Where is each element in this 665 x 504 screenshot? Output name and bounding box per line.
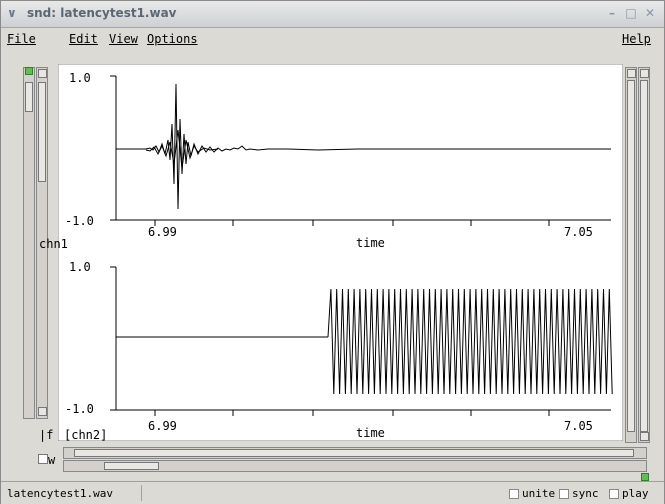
chn1-name: chn1 bbox=[39, 237, 68, 251]
chn2-x-ticks bbox=[154, 410, 550, 416]
chn2-x-right-label: 7.05 bbox=[564, 419, 593, 433]
play-checkbox[interactable] bbox=[609, 489, 619, 499]
chn2-xlabel: time bbox=[356, 426, 385, 440]
chn1-ymin-label: -1.0 bbox=[65, 214, 94, 228]
status-filename: latencytest1.wav bbox=[7, 487, 113, 500]
chn2-name: [chn2] bbox=[64, 428, 108, 442]
unite-label: unite bbox=[522, 487, 556, 500]
waveform-plot[interactable] bbox=[58, 64, 623, 441]
menu-view[interactable]: View bbox=[109, 32, 138, 46]
unite-checkbox[interactable] bbox=[509, 489, 519, 499]
left-zoom-thumb[interactable] bbox=[25, 82, 33, 112]
right-scroll-down-button[interactable] bbox=[640, 432, 649, 441]
f-toggle[interactable]: ∣f bbox=[39, 428, 54, 442]
scroll-up-button[interactable] bbox=[38, 69, 47, 78]
scroll-down-button[interactable] bbox=[38, 407, 47, 416]
chn2-waveform bbox=[327, 288, 613, 395]
chn2-x-left-label: 6.99 bbox=[148, 419, 177, 433]
close-icon[interactable]: ✕ bbox=[644, 6, 656, 20]
horizontal-position-scrollbar[interactable] bbox=[63, 447, 647, 459]
right-zoom-thumb[interactable] bbox=[627, 80, 635, 432]
chn1-waveform bbox=[116, 83, 611, 210]
horizontal-zoom-scrollbar[interactable] bbox=[63, 460, 647, 472]
status-bar: latencytest1.wav unite sync play bbox=[1, 481, 664, 504]
left-zoom-scrollbar[interactable] bbox=[23, 67, 35, 419]
green-sash-icon[interactable] bbox=[25, 67, 33, 75]
horizontal-zoom-thumb[interactable] bbox=[104, 462, 159, 470]
w-toggle[interactable]: w bbox=[38, 453, 55, 467]
right-zoom-scrollbar[interactable] bbox=[625, 67, 637, 443]
title-bar[interactable]: ∨ snd: latencytest1.wav – □ ✕ bbox=[1, 1, 664, 28]
chn1-x-right-label: 7.05 bbox=[564, 225, 593, 239]
minimize-icon[interactable]: – bbox=[609, 6, 615, 20]
maximize-icon[interactable]: □ bbox=[625, 6, 637, 20]
right-position-thumb[interactable] bbox=[640, 80, 648, 432]
menu-options[interactable]: Options bbox=[147, 32, 198, 46]
right-scroll-up-button[interactable] bbox=[640, 69, 649, 78]
play-label: play bbox=[622, 487, 649, 500]
right-up-button[interactable] bbox=[627, 69, 636, 78]
window-menu-icon[interactable]: ∨ bbox=[7, 6, 17, 20]
right-position-scrollbar[interactable] bbox=[638, 67, 650, 443]
menu-file[interactable]: File bbox=[7, 32, 36, 46]
chn1-x-ticks bbox=[154, 220, 550, 226]
green-corner-icon[interactable] bbox=[641, 473, 649, 481]
sync-checkbox[interactable] bbox=[559, 489, 569, 499]
chn1-ymax-label: 1.0 bbox=[69, 71, 91, 85]
menu-bar: File Edit View Options Help bbox=[1, 28, 664, 50]
menu-edit[interactable]: Edit bbox=[69, 32, 98, 46]
left-position-thumb[interactable] bbox=[38, 82, 46, 182]
window-title: snd: latencytest1.wav bbox=[27, 6, 177, 20]
menu-help[interactable]: Help bbox=[622, 32, 651, 46]
sync-label: sync bbox=[572, 487, 599, 500]
chn2-ymin-label: -1.0 bbox=[65, 402, 94, 416]
chn1-xlabel: time bbox=[356, 236, 385, 250]
horizontal-position-thumb[interactable] bbox=[74, 449, 634, 457]
chn2-ymax-label: 1.0 bbox=[69, 260, 91, 274]
chn1-x-left-label: 6.99 bbox=[148, 225, 177, 239]
status-divider bbox=[141, 485, 142, 501]
left-position-scrollbar[interactable] bbox=[36, 67, 48, 419]
